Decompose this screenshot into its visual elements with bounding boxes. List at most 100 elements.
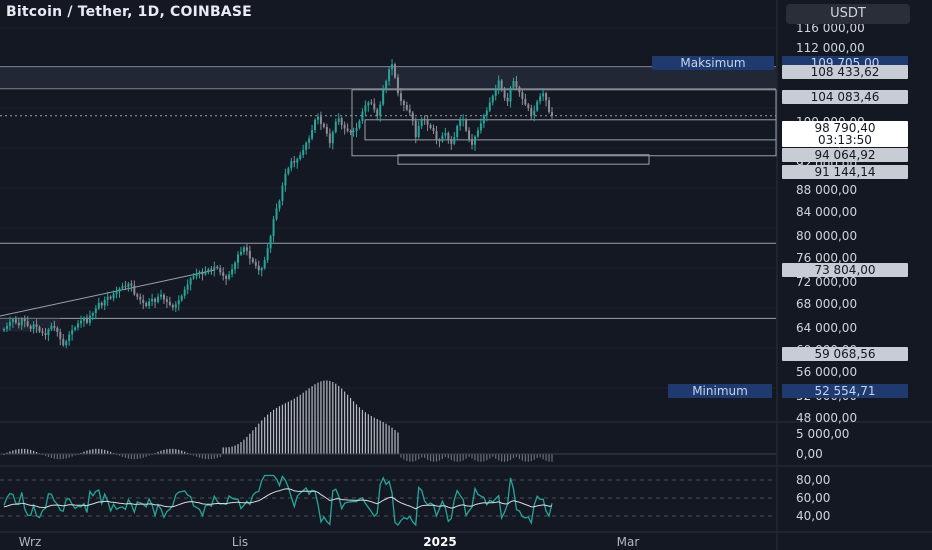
candle-body (278, 200, 281, 209)
macd-bar (252, 430, 254, 454)
candle-body (402, 100, 405, 106)
candle-body (468, 130, 471, 140)
currency-button[interactable]: USDT (786, 4, 910, 24)
macd-bar (293, 398, 295, 454)
candle-body (355, 127, 358, 132)
candle-body (85, 317, 88, 323)
macd-bar (308, 388, 310, 454)
macd-bar (95, 448, 97, 454)
level-label-bg (782, 347, 908, 361)
candle-body (506, 97, 509, 102)
level-label: 94 064,92 (814, 148, 875, 162)
candle-body (103, 299, 106, 306)
price-tick-label: 68 000,00 (796, 297, 857, 311)
macd-bar (118, 454, 121, 456)
macd-bar (240, 442, 242, 454)
candle-body (165, 299, 168, 302)
macd-bar (80, 452, 82, 454)
candle-body (222, 272, 225, 276)
candle-body (151, 298, 154, 302)
candle-body (189, 278, 192, 285)
macd-bar (317, 382, 319, 454)
candle-body (62, 339, 65, 346)
price-tick-label: 80 000,00 (796, 229, 857, 243)
candle-body (284, 173, 287, 186)
range-box (364, 119, 777, 141)
macd-bar (515, 454, 518, 458)
macd-bar (471, 454, 473, 459)
macd-bar (296, 396, 298, 454)
candle-body (263, 260, 266, 269)
candle-body (530, 108, 533, 116)
candle-body (349, 131, 352, 133)
candle-body (334, 121, 337, 133)
macd-bar (355, 404, 358, 454)
time-axis[interactable]: Wrz Lis 2025 Mar (19, 535, 640, 549)
candle-body (254, 262, 257, 266)
candle-body (192, 276, 195, 279)
current-price-label: 98 790,40 (814, 121, 875, 135)
macd-bar (9, 451, 11, 454)
candle-body (68, 334, 71, 342)
candle-body (50, 325, 53, 330)
price-tick-label: 64 000,00 (796, 321, 857, 335)
candle-body (462, 119, 465, 121)
candle-body (106, 296, 109, 300)
candle-body (32, 324, 35, 329)
macd-bar (403, 454, 405, 460)
candle-body (251, 258, 254, 263)
macd-bar (27, 449, 29, 454)
level-label-bg (782, 165, 908, 179)
candle-body (44, 332, 47, 336)
macd-bar (6, 452, 8, 454)
max-tag-bg (652, 56, 774, 70)
candle-body (476, 130, 479, 137)
candle-body (97, 302, 100, 309)
candle-body (82, 317, 85, 321)
macd-bar (68, 454, 70, 458)
macd-bar (539, 454, 541, 458)
price-tick-label: 112 000,00 (796, 41, 865, 55)
candle-body (337, 118, 340, 122)
level-label: 91 144,14 (814, 165, 875, 179)
macd-bar (142, 454, 144, 458)
macd-bar (71, 454, 73, 457)
candle-body (8, 321, 11, 326)
macd-tick-label: 0,00 (796, 447, 823, 461)
candle-body (245, 247, 248, 251)
macd-bar (347, 394, 349, 454)
macd-bar (62, 454, 64, 459)
macd-bar (391, 427, 393, 454)
candle-body (361, 111, 364, 121)
candle-body (177, 300, 180, 305)
macd-bar (495, 454, 497, 459)
macd-bar (228, 447, 230, 454)
macd-bar (450, 454, 452, 460)
macd-bar (483, 454, 485, 462)
macd-bar (56, 454, 58, 460)
candle-body (340, 118, 343, 125)
macd-bar (462, 454, 464, 461)
macd-bar (379, 420, 381, 454)
candle-body (316, 116, 319, 120)
candle-body (94, 308, 97, 314)
macd-bar (281, 404, 284, 454)
candle-body (53, 325, 56, 328)
candle-body (385, 81, 388, 91)
candle-body (417, 125, 420, 138)
macd-bar (367, 414, 369, 454)
candle-body (444, 133, 447, 136)
candle-body (426, 120, 429, 125)
macd-bar (172, 448, 174, 454)
macd-bar (139, 454, 141, 459)
macd-bar (24, 448, 26, 454)
candle-body (485, 110, 488, 116)
candle-body (201, 271, 204, 275)
macd-bar (477, 454, 479, 462)
macd-bar (406, 454, 408, 461)
macd-bar (341, 388, 343, 454)
macd-bar (456, 454, 458, 462)
resistance-zone (0, 66, 776, 89)
